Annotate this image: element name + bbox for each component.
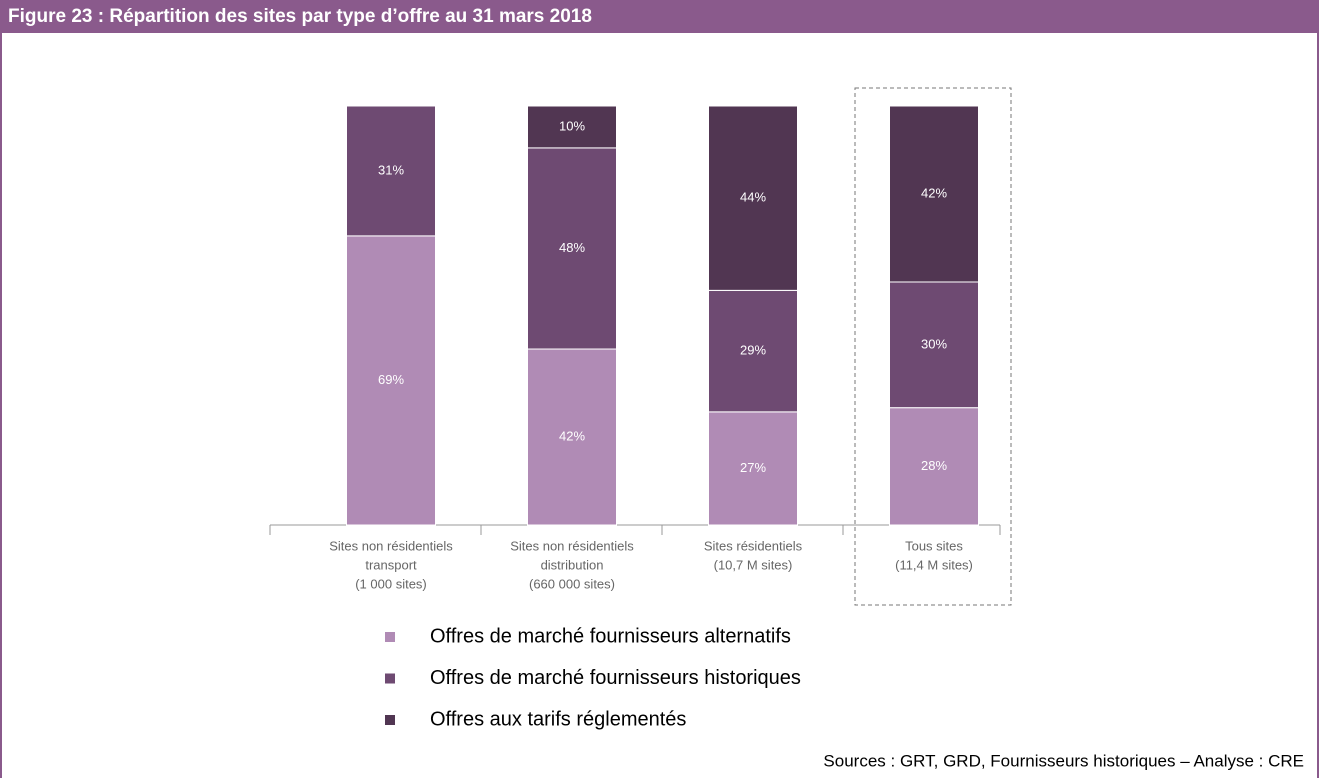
source: Sources : GRT, GRD, Fournisseurs histori… xyxy=(823,751,1304,770)
highlight-box xyxy=(854,87,1012,606)
bar-segment xyxy=(527,105,617,149)
legend-marker xyxy=(385,715,395,725)
x-tick-label: Tous sites xyxy=(905,538,963,553)
bar-segment xyxy=(708,289,798,413)
bar-segment xyxy=(346,235,436,526)
x-tick-label: Sites résidentiels xyxy=(704,538,803,553)
bar-segment xyxy=(708,105,798,291)
value-label: 29% xyxy=(740,343,766,358)
bar-segment xyxy=(889,281,979,409)
x-tick-label: Sites non résidentiels xyxy=(329,538,453,553)
value-label: 42% xyxy=(921,185,947,200)
x-tick-label: transport xyxy=(365,557,417,572)
bar-segment xyxy=(889,105,979,283)
bar-segment xyxy=(527,147,617,350)
bar-segment xyxy=(527,348,617,526)
value-label: 48% xyxy=(559,240,585,255)
x-tick-label: Sites non résidentiels xyxy=(510,538,634,553)
value-label: 69% xyxy=(378,372,404,387)
bar-segment xyxy=(346,105,436,237)
chart-title: Figure 23 : Répartition des sites par ty… xyxy=(8,6,592,27)
x-tick-label: distribution xyxy=(541,557,604,572)
legend-label: Offres de marché fournisseurs historique… xyxy=(430,667,801,689)
x-tick-label: (11,4 M sites) xyxy=(895,557,973,572)
legend-marker xyxy=(385,632,395,642)
x-tick-label: (1 000 sites) xyxy=(355,576,427,591)
value-label: 44% xyxy=(740,190,766,205)
x-tick-label: (660 000 sites) xyxy=(529,576,615,591)
bar-segment xyxy=(889,407,979,526)
value-label: 27% xyxy=(740,460,766,475)
value-label: 30% xyxy=(921,336,947,351)
value-label: 28% xyxy=(921,458,947,473)
x-tick-label: (10,7 M sites) xyxy=(714,557,793,572)
value-label: 42% xyxy=(559,428,585,443)
legend-label: Offres de marché fournisseurs alternatif… xyxy=(430,625,791,647)
value-label: 31% xyxy=(378,162,404,177)
legend-label: Offres aux tarifs réglementés xyxy=(430,708,686,730)
legend-marker xyxy=(385,673,395,684)
value-label: 10% xyxy=(559,118,585,133)
header-bar xyxy=(0,0,1319,33)
